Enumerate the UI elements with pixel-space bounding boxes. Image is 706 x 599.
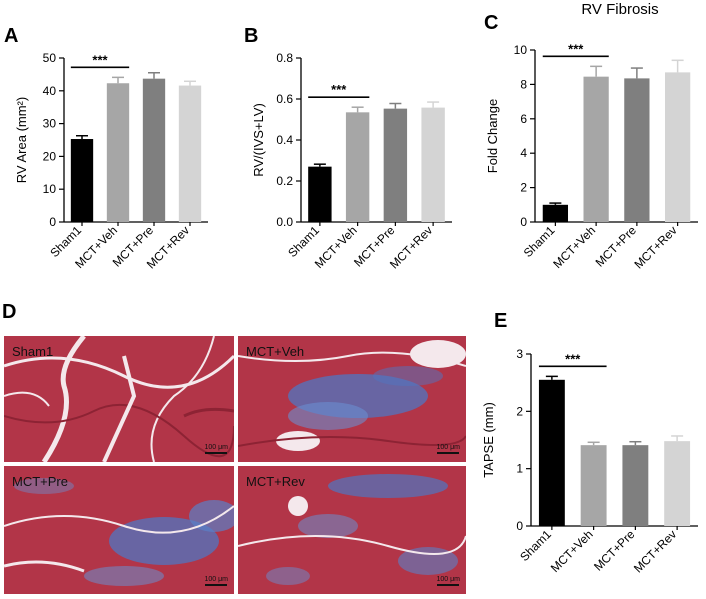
panel-c-y-tick-label: 4 xyxy=(520,146,527,160)
micrograph-label: Sham1 xyxy=(12,344,54,359)
scale-bar-label: 100 μm xyxy=(204,576,229,583)
panel-b-bar xyxy=(421,107,445,222)
panel-a-bar xyxy=(142,78,166,222)
panel-a-y-tick-label: 20 xyxy=(43,149,57,163)
panel-a-y-axis-label: RV Area (mm²) xyxy=(14,97,29,183)
scale-bar: 100 μm xyxy=(436,576,461,586)
scale-bar-label: 100 μm xyxy=(204,444,229,451)
panel-c-category-label: MCT+Rev xyxy=(631,223,679,271)
panel-letter-e: E xyxy=(494,310,507,332)
panel-e-bar xyxy=(580,445,607,526)
panel-e-bar xyxy=(622,445,649,526)
panel-c-y-tick-label: 10 xyxy=(514,43,528,57)
panel-b-y-tick-label: 0.2 xyxy=(276,174,293,188)
micrograph-label: MCT+Pre xyxy=(12,474,68,489)
panel-b-y-axis-label: RV/(IVS+LV) xyxy=(251,103,266,177)
panel-e-y-tick-label: 0 xyxy=(516,519,523,533)
panel-a-y-tick-label: 40 xyxy=(43,84,57,98)
panel-e-y-axis-label: TAPSE (mm) xyxy=(481,402,496,478)
panel-c-y-tick-label: 6 xyxy=(520,112,527,126)
panel-a-y-tick-label: 0 xyxy=(49,215,56,229)
panel-e-y-tick-label: 1 xyxy=(516,462,523,476)
tissue-texture xyxy=(238,340,466,451)
scale-bar: 100 μm xyxy=(204,576,229,586)
panel-a-significance-label: *** xyxy=(92,52,108,67)
micrograph-label: MCT+Rev xyxy=(246,474,305,489)
micrograph-sham1: Sham1 100 μm xyxy=(4,336,234,462)
panel-b-bar xyxy=(308,166,332,222)
panel-c-bar xyxy=(583,76,609,222)
panel-c-bar xyxy=(542,204,569,222)
panel-c-y-axis-label: Fold Change xyxy=(485,99,500,173)
micrograph-mct-rev: MCT+Rev 100 μm xyxy=(238,466,466,594)
micrograph-mct-veh: MCT+Veh 100 μm xyxy=(238,336,466,462)
panel-a-bar xyxy=(178,85,202,222)
panel-letter-d: D xyxy=(2,301,16,323)
panel-e-significance-label: *** xyxy=(565,351,581,366)
panel-a-y-tick-label: 30 xyxy=(43,117,57,131)
panel-a-bar xyxy=(70,139,94,222)
panel-c-category-label: MCT+Veh xyxy=(550,223,598,271)
tissue-texture xyxy=(4,336,234,462)
panel-e-bar xyxy=(538,379,565,526)
panel-b-bar xyxy=(345,112,370,222)
panel-e-y-tick-label: 3 xyxy=(516,347,523,361)
micrograph-label: MCT+Veh xyxy=(246,344,305,359)
panel-c-bar xyxy=(624,78,650,222)
panel-a-y-tick-label: 50 xyxy=(43,51,57,65)
panel-e-bar xyxy=(664,441,691,526)
panel-a-y-tick-label: 10 xyxy=(43,182,57,196)
scale-bar: 100 μm xyxy=(204,444,229,454)
panel-c-title: RV Fibrosis xyxy=(581,1,658,18)
panel-c-y-tick-label: 8 xyxy=(520,77,527,91)
panel-letter-c: C xyxy=(484,12,498,34)
panel-b-bar xyxy=(383,108,408,222)
panel-letter-a: A xyxy=(4,25,18,47)
panel-e-y-tick-label: 2 xyxy=(516,404,523,418)
panel-b-y-tick-label: 0.4 xyxy=(276,133,293,147)
panel-c-y-tick-label: 2 xyxy=(520,181,527,195)
panel-e-category-label: MCT+Veh xyxy=(548,527,596,575)
panel-a-bar xyxy=(106,83,130,222)
panel-c-bar xyxy=(664,72,691,222)
micrograph-mct-pre: MCT+Pre 100 μm xyxy=(4,466,234,594)
scale-bar-label: 100 μm xyxy=(436,576,461,583)
tissue-texture xyxy=(238,474,466,585)
panel-b-y-tick-label: 0.0 xyxy=(276,215,293,229)
panel-e-category-label: MCT+Rev xyxy=(631,527,679,575)
panel-c-significance-label: *** xyxy=(568,41,584,56)
panel-letter-b: B xyxy=(244,25,258,47)
scale-bar-label: 100 μm xyxy=(436,444,461,451)
panel-b-y-tick-label: 0.6 xyxy=(276,92,293,106)
panel-b-significance-label: *** xyxy=(331,82,347,97)
panel-b-y-tick-label: 0.8 xyxy=(276,51,293,65)
panel-c-y-tick-label: 0 xyxy=(520,215,527,229)
tissue-texture xyxy=(4,478,234,586)
scale-bar: 100 μm xyxy=(436,444,461,454)
